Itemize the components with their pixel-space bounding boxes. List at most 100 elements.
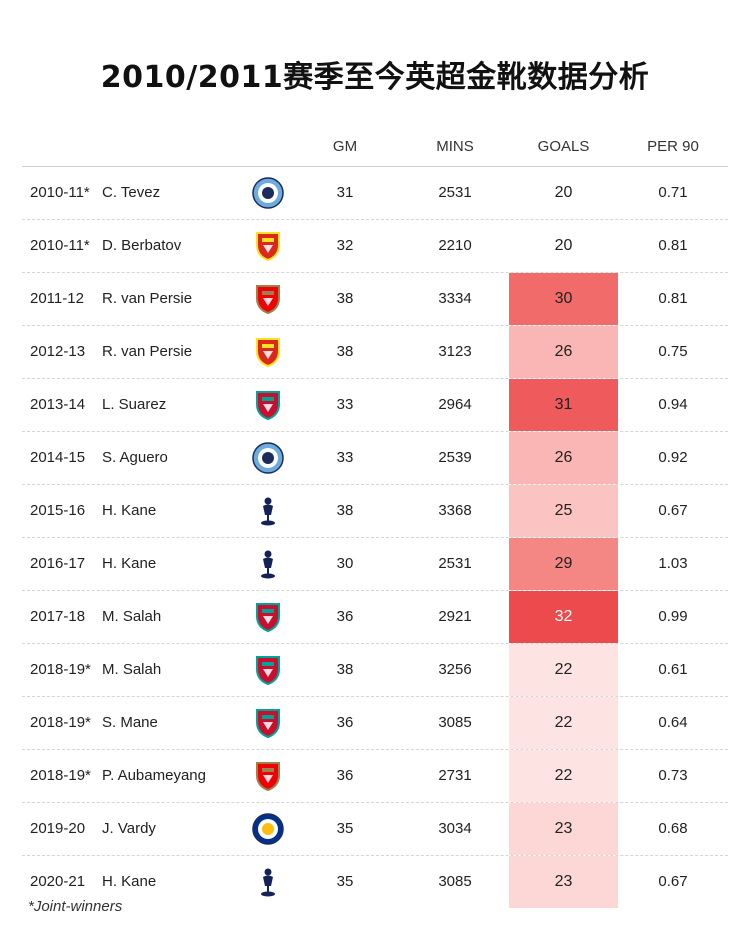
- player-cell: R. van Persie: [102, 290, 193, 307]
- minutes-cell: 2531: [438, 184, 472, 201]
- liverpool-crest-icon: [251, 706, 285, 740]
- minutes-cell: 3085: [438, 714, 472, 731]
- minutes-cell: 3034: [438, 820, 472, 837]
- player-cell: M. Salah: [102, 661, 162, 678]
- minutes-cell: 2539: [438, 449, 472, 466]
- per90-cell: 0.81: [658, 290, 688, 307]
- player-cell: C. Tevez: [102, 184, 161, 201]
- header-gm: GM: [332, 138, 358, 155]
- minutes-cell: 3256: [438, 661, 472, 678]
- games-cell: 35: [336, 873, 354, 890]
- per90-cell: 0.75: [658, 343, 688, 360]
- goals-cell: 20: [509, 220, 618, 272]
- per90-cell: 0.68: [658, 820, 688, 837]
- table-row: 2018-19* S. Mane 36 3085 22 0.64: [22, 697, 728, 750]
- season-cell: 2018-19*: [30, 714, 91, 731]
- table-row: 2018-19* M. Salah 38 3256 22 0.61: [22, 644, 728, 697]
- player-cell: H. Kane: [102, 873, 157, 890]
- minutes-cell: 3334: [438, 290, 472, 307]
- season-cell: 2010-11*: [30, 184, 90, 201]
- per90-cell: 0.61: [658, 661, 688, 678]
- table-row: 2015-16 H. Kane 38 3368 25 0.67: [22, 485, 728, 538]
- player-cell: R. van Persie: [102, 343, 193, 360]
- man-utd-crest-icon: [251, 335, 285, 369]
- table-row: 2017-18 M. Salah 36 2921 32 0.99: [22, 591, 728, 644]
- table-row: 2010-11* C. Tevez 31 2531 20 0.71: [22, 167, 728, 220]
- goals-cell: 25: [509, 485, 618, 537]
- table-row: 2019-20 J. Vardy 35 3034 23 0.68: [22, 803, 728, 856]
- table-row: 2020-21 H. Kane 35 3085 23 0.67: [22, 856, 728, 908]
- games-cell: 38: [336, 502, 354, 519]
- games-cell: 31: [336, 184, 354, 201]
- liverpool-crest-icon: [251, 653, 285, 687]
- table-row: 2016-17 H. Kane 30 2531 29 1.03: [22, 538, 728, 591]
- table-row: 2011-12 R. van Persie 38 3334 30 0.81: [22, 273, 728, 326]
- table-row: 2018-19* P. Aubameyang 36 2731 22 0.73: [22, 750, 728, 803]
- goals-cell: 22: [509, 697, 618, 749]
- per90-cell: 0.94: [658, 396, 688, 413]
- games-cell: 32: [336, 237, 354, 254]
- player-cell: P. Aubameyang: [102, 767, 206, 784]
- season-cell: 2017-18: [30, 608, 86, 625]
- table-row: 2010-11* D. Berbatov 32 2210 20 0.81: [22, 220, 728, 273]
- player-cell: H. Kane: [102, 555, 157, 572]
- tottenham-crest-icon: [251, 865, 285, 899]
- goals-cell: 20: [509, 167, 618, 219]
- goals-cell: 26: [509, 432, 618, 484]
- per90-cell: 0.67: [658, 502, 688, 519]
- goals-cell: 32: [509, 591, 618, 643]
- minutes-cell: 3123: [438, 343, 472, 360]
- table-row: 2012-13 R. van Persie 38 3123 26 0.75: [22, 326, 728, 379]
- man-city-crest-icon: [251, 176, 285, 210]
- goals-cell: 26: [509, 326, 618, 378]
- season-cell: 2019-20: [30, 820, 86, 837]
- per90-cell: 0.73: [658, 767, 688, 784]
- per90-cell: 1.03: [658, 555, 688, 572]
- games-cell: 33: [336, 449, 354, 466]
- per90-cell: 0.81: [658, 237, 688, 254]
- footnote: *Joint-winners: [28, 898, 123, 915]
- season-cell: 2013-14: [30, 396, 86, 413]
- minutes-cell: 3368: [438, 502, 472, 519]
- table-row: 2014-15 S. Aguero 33 2539 26 0.92: [22, 432, 728, 485]
- per90-cell: 0.71: [658, 184, 688, 201]
- goals-cell: 30: [509, 273, 618, 325]
- games-cell: 38: [336, 343, 354, 360]
- per90-cell: 0.92: [658, 449, 688, 466]
- table-body: 2010-11* C. Tevez 31 2531 20 0.71 2010-11* D. B…: [22, 167, 728, 908]
- minutes-cell: 2531: [438, 555, 472, 572]
- goals-cell: 23: [509, 856, 618, 908]
- goals-cell: 29: [509, 538, 618, 590]
- arsenal-crest-icon: [251, 759, 285, 793]
- season-cell: 2010-11*: [30, 237, 90, 254]
- per90-cell: 0.67: [658, 873, 688, 890]
- man-utd-crest-icon: [251, 229, 285, 263]
- goals-cell: 31: [509, 379, 618, 431]
- goals-cell: 23: [509, 803, 618, 855]
- games-cell: 30: [336, 555, 354, 572]
- tottenham-crest-icon: [251, 547, 285, 581]
- header-per90: PER 90: [647, 138, 699, 155]
- games-cell: 36: [336, 767, 354, 784]
- tottenham-crest-icon: [251, 494, 285, 528]
- games-cell: 33: [336, 396, 354, 413]
- player-cell: J. Vardy: [102, 820, 156, 837]
- season-cell: 2020-21: [30, 873, 86, 890]
- liverpool-crest-icon: [251, 388, 285, 422]
- player-cell: S. Aguero: [102, 449, 168, 466]
- player-cell: H. Kane: [102, 502, 157, 519]
- season-cell: 2014-15: [30, 449, 86, 466]
- season-cell: 2018-19*: [30, 767, 91, 784]
- minutes-cell: 2964: [438, 396, 472, 413]
- header-goals: GOALS: [537, 138, 590, 155]
- goals-cell: 22: [509, 644, 618, 696]
- liverpool-crest-icon: [251, 600, 285, 634]
- leicester-crest-icon: [251, 812, 285, 846]
- player-cell: L. Suarez: [102, 396, 167, 413]
- minutes-cell: 2921: [438, 608, 472, 625]
- player-cell: M. Salah: [102, 608, 162, 625]
- minutes-cell: 2210: [438, 237, 472, 254]
- man-city-crest-icon: [251, 441, 285, 475]
- season-cell: 2015-16: [30, 502, 86, 519]
- games-cell: 38: [336, 661, 354, 678]
